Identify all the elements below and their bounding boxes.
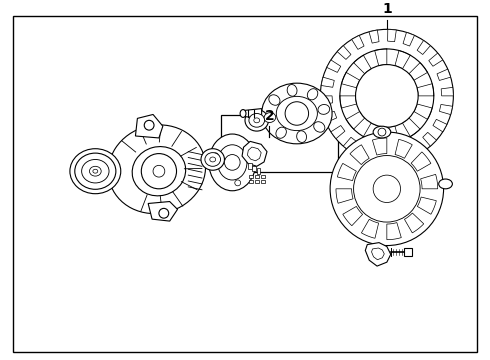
Polygon shape (417, 197, 436, 214)
Polygon shape (338, 163, 356, 181)
Polygon shape (395, 139, 412, 158)
Polygon shape (423, 132, 437, 146)
Polygon shape (403, 32, 415, 46)
Ellipse shape (90, 166, 101, 176)
Bar (255, 175, 259, 178)
Circle shape (320, 30, 453, 162)
Text: 1: 1 (382, 2, 392, 16)
Circle shape (340, 49, 434, 143)
Ellipse shape (307, 89, 318, 100)
Ellipse shape (70, 149, 121, 194)
Ellipse shape (245, 109, 269, 131)
Polygon shape (343, 206, 363, 226)
Polygon shape (420, 174, 438, 189)
Circle shape (356, 64, 418, 127)
Polygon shape (417, 40, 430, 54)
Polygon shape (243, 109, 262, 118)
Polygon shape (372, 138, 387, 155)
Polygon shape (135, 114, 163, 138)
Ellipse shape (108, 125, 206, 213)
Ellipse shape (254, 118, 260, 123)
Ellipse shape (276, 96, 318, 131)
Ellipse shape (373, 126, 391, 138)
Polygon shape (394, 149, 405, 162)
Circle shape (354, 156, 420, 222)
Circle shape (141, 154, 176, 189)
Circle shape (144, 120, 154, 130)
Polygon shape (410, 143, 422, 156)
Bar (252, 166, 256, 171)
Polygon shape (388, 30, 396, 42)
Polygon shape (323, 111, 337, 123)
Ellipse shape (276, 127, 286, 138)
Ellipse shape (201, 149, 224, 170)
Circle shape (330, 132, 443, 246)
Text: 2: 2 (265, 109, 274, 123)
Bar (249, 180, 253, 183)
Circle shape (378, 128, 386, 136)
Bar (220, 116, 338, 172)
Polygon shape (343, 137, 357, 151)
Polygon shape (441, 87, 453, 96)
Circle shape (224, 154, 240, 170)
Polygon shape (387, 222, 401, 240)
Polygon shape (359, 146, 370, 159)
Polygon shape (247, 147, 261, 161)
Polygon shape (404, 213, 424, 233)
Ellipse shape (132, 147, 186, 196)
Polygon shape (321, 77, 334, 87)
Polygon shape (320, 96, 333, 104)
Ellipse shape (249, 113, 265, 127)
Circle shape (159, 208, 169, 218)
Circle shape (213, 153, 219, 159)
Polygon shape (331, 126, 345, 139)
Polygon shape (336, 189, 353, 203)
Ellipse shape (82, 159, 109, 183)
Ellipse shape (205, 153, 220, 166)
Bar (261, 180, 265, 183)
Ellipse shape (296, 131, 307, 143)
Polygon shape (440, 104, 453, 114)
Ellipse shape (75, 153, 116, 189)
Ellipse shape (262, 83, 332, 144)
Bar (248, 163, 251, 169)
Circle shape (153, 165, 165, 177)
Ellipse shape (318, 104, 330, 114)
Polygon shape (377, 150, 386, 162)
Ellipse shape (210, 157, 216, 162)
Polygon shape (366, 243, 391, 266)
Polygon shape (433, 120, 447, 132)
Polygon shape (337, 46, 351, 59)
Polygon shape (411, 152, 431, 171)
Ellipse shape (314, 122, 325, 132)
Ellipse shape (218, 145, 247, 180)
Bar (404, 248, 412, 256)
Ellipse shape (439, 179, 452, 189)
Text: 2: 2 (265, 109, 274, 123)
Circle shape (285, 102, 309, 125)
Polygon shape (350, 145, 369, 165)
Ellipse shape (93, 169, 98, 173)
Polygon shape (369, 30, 379, 43)
Polygon shape (371, 248, 384, 260)
Ellipse shape (264, 113, 276, 122)
Circle shape (244, 147, 249, 153)
Polygon shape (352, 35, 364, 49)
Ellipse shape (287, 85, 297, 96)
Polygon shape (437, 69, 451, 80)
Polygon shape (242, 141, 267, 166)
Bar (249, 175, 253, 178)
Polygon shape (148, 202, 177, 221)
Ellipse shape (240, 109, 246, 117)
Ellipse shape (209, 134, 256, 191)
Polygon shape (429, 53, 443, 66)
Polygon shape (362, 219, 379, 238)
Bar (255, 180, 259, 183)
Polygon shape (327, 60, 341, 72)
Ellipse shape (269, 95, 280, 105)
Bar (261, 175, 265, 178)
Circle shape (235, 180, 241, 186)
Circle shape (373, 175, 400, 203)
Bar (257, 168, 260, 174)
